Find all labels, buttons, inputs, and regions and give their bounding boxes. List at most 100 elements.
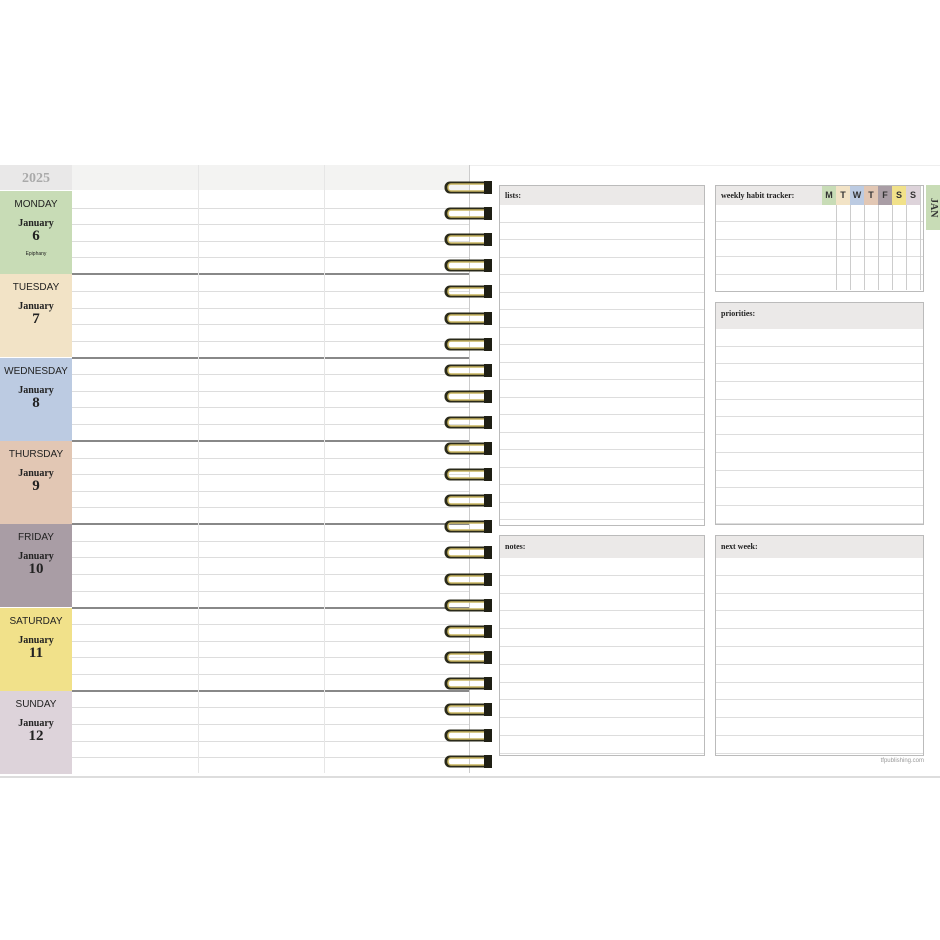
write-line — [72, 307, 470, 309]
month-tab-jan[interactable]: JAN — [926, 185, 940, 230]
write-line — [500, 396, 704, 398]
spiral-ring-icon — [444, 181, 492, 194]
write-line — [72, 340, 470, 342]
write-line — [72, 707, 470, 709]
write-line — [716, 504, 923, 506]
write-line — [72, 390, 470, 392]
write-line — [500, 239, 704, 240]
day-date: 6 — [32, 228, 40, 244]
spiral-ring-icon — [444, 546, 492, 560]
write-line — [500, 291, 704, 293]
write-line — [716, 663, 923, 665]
write-line — [716, 752, 923, 754]
write-line — [716, 574, 923, 576]
write-line — [500, 752, 704, 754]
write-line — [500, 326, 704, 328]
lists-header: lists: — [500, 186, 704, 205]
write-line — [716, 363, 923, 365]
habit-day-4: F — [878, 186, 892, 205]
write-line — [500, 501, 704, 503]
spiral-ring-icon — [444, 259, 492, 273]
habit-column-line — [836, 186, 837, 290]
spiral-ring-icon — [444, 703, 492, 716]
column-divider — [324, 165, 325, 773]
spiral-ring-icon — [444, 285, 492, 299]
lined-area — [716, 345, 923, 524]
notes-box: notes: — [499, 535, 705, 756]
habit-column-line — [920, 186, 921, 290]
write-line — [72, 624, 470, 626]
day-name: SUNDAY — [15, 698, 57, 710]
write-line — [72, 224, 470, 226]
habit-day-2: W — [850, 186, 864, 205]
write-line — [500, 414, 704, 415]
write-line — [500, 681, 704, 683]
write-line — [72, 757, 470, 759]
spiral-ring-icon — [444, 650, 492, 664]
spiral-ring-icon — [444, 468, 492, 482]
spiral-ring-icon — [444, 572, 492, 586]
notes-header: notes: — [500, 536, 704, 558]
day-month: January — [18, 467, 54, 479]
day-date: 7 — [32, 311, 40, 328]
write-line — [500, 734, 704, 736]
habit-column-line — [878, 186, 879, 290]
write-line — [500, 663, 704, 665]
write-line — [716, 628, 923, 630]
day-date: 10 — [28, 561, 44, 578]
write-line — [72, 574, 470, 575]
day-divider — [72, 273, 470, 276]
spiral-ring-icon — [444, 233, 492, 247]
write-line — [500, 274, 704, 275]
day-name: FRIDAY — [18, 532, 54, 544]
write-line — [716, 717, 923, 719]
day-name: MONDAY — [14, 199, 58, 210]
write-line — [500, 628, 704, 630]
lists-box: lists: — [499, 185, 705, 538]
habit-column-line — [864, 186, 865, 290]
write-line — [500, 645, 704, 647]
write-line — [72, 207, 470, 209]
day-holiday: Epiphany — [25, 251, 47, 257]
spiral-ring-icon — [444, 311, 492, 325]
write-line — [716, 398, 923, 400]
day-month: January — [18, 634, 54, 646]
day-date: 11 — [28, 644, 44, 661]
write-line — [716, 434, 923, 436]
habit-day-1: T — [836, 186, 850, 205]
write-line — [716, 522, 923, 524]
write-line — [716, 451, 923, 453]
day-label-friday: FRIDAY January 10 — [0, 524, 72, 608]
day-label-monday: MONDAY January 6 Epiphany — [0, 191, 72, 274]
write-line — [500, 431, 704, 433]
day-date: 12 — [28, 727, 44, 744]
spiral-ring-icon — [444, 363, 492, 377]
priorities-header: priorities: — [716, 303, 923, 329]
write-line — [72, 374, 470, 376]
write-line — [716, 221, 923, 223]
write-line — [500, 344, 704, 345]
day-month: January — [18, 301, 54, 313]
write-line — [500, 592, 704, 594]
spiral-ring-icon — [444, 676, 492, 690]
year-label: 2025 — [0, 165, 72, 190]
write-line — [500, 449, 704, 450]
write-line — [500, 574, 704, 576]
next-week-box: next week: — [715, 535, 924, 756]
write-line — [500, 717, 704, 719]
day-divider — [72, 523, 470, 526]
spiral-ring-icon — [444, 415, 492, 429]
day-label-sunday: SUNDAY January 12 — [0, 690, 72, 774]
lined-area — [716, 574, 923, 754]
write-line — [716, 645, 923, 647]
priorities-box: priorities: — [715, 302, 924, 525]
write-line — [72, 557, 470, 559]
write-line — [716, 256, 923, 258]
write-line — [72, 724, 470, 725]
day-name: TUESDAY — [12, 282, 60, 294]
write-line — [500, 519, 704, 520]
write-line — [716, 699, 923, 701]
write-line — [716, 345, 923, 347]
habit-day-5: S — [892, 186, 906, 205]
day-label-tuesday: TUESDAY January 7 — [0, 274, 72, 358]
